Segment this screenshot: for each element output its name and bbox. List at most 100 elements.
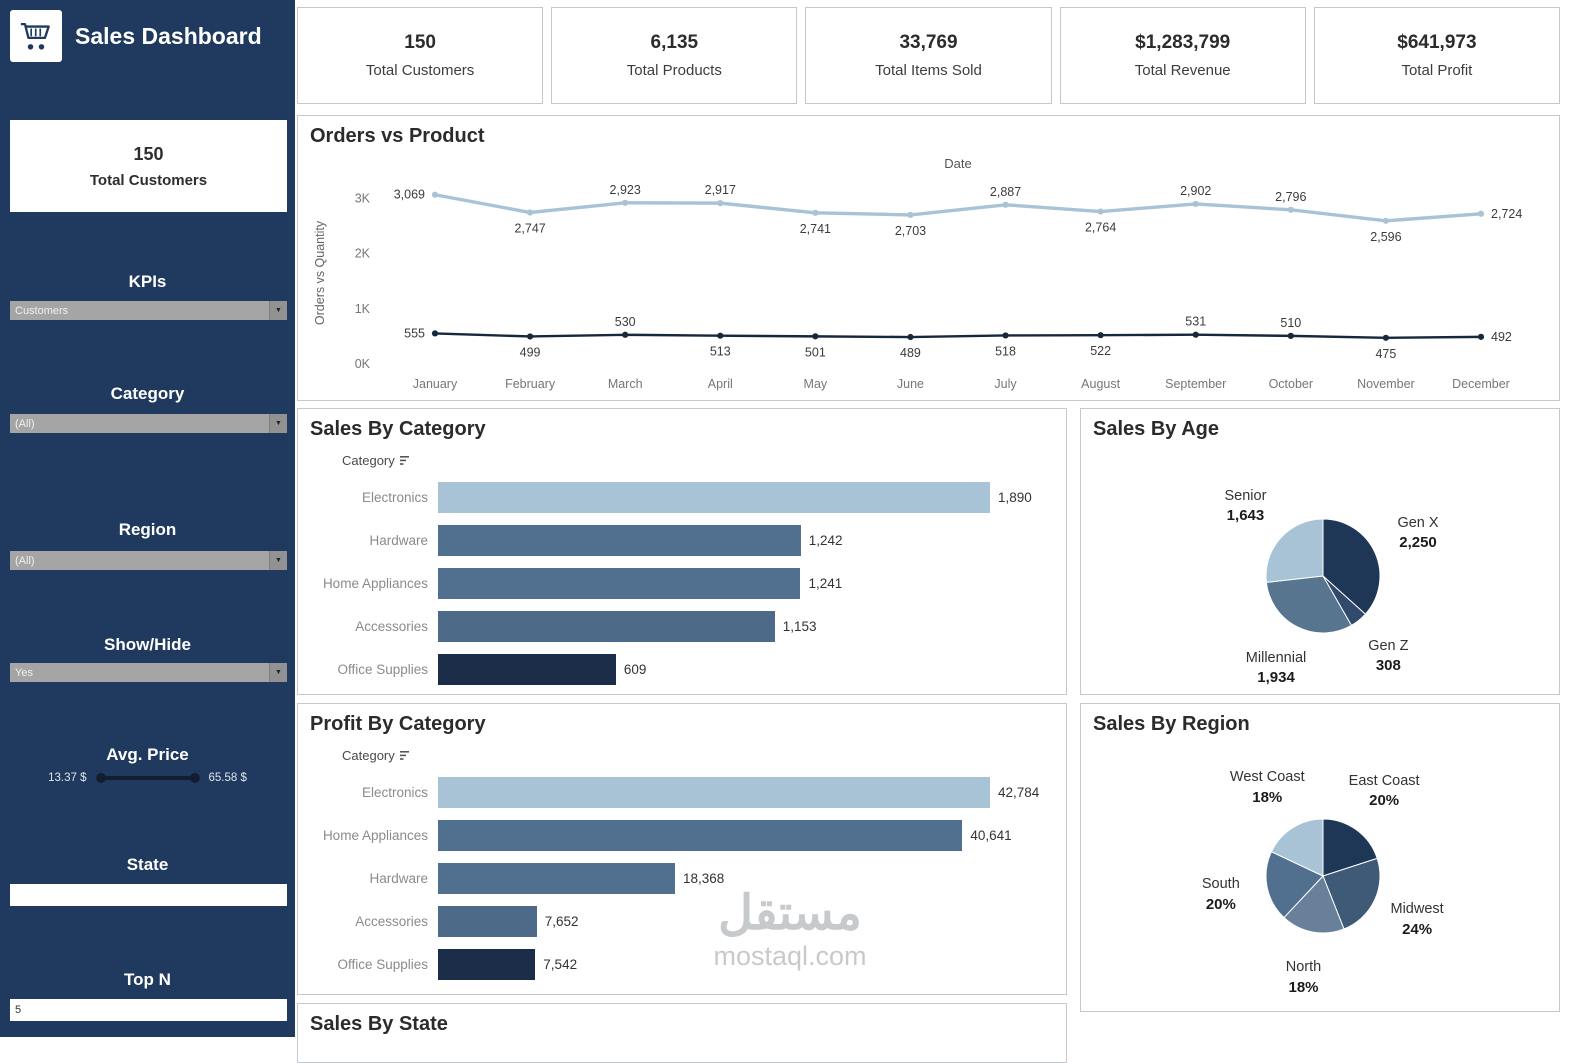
bar[interactable] bbox=[438, 777, 990, 808]
sales-by-category-chart: Electronics 1,890 Hardware 1,242 Home Applia… bbox=[298, 476, 1066, 691]
sort-icon[interactable] bbox=[399, 750, 411, 761]
profit-by-category-panel: Profit By Category Category Electronics 4… bbox=[297, 703, 1067, 995]
region-dropdown[interactable]: (All) ▼ bbox=[10, 551, 287, 570]
chart-text: 2K bbox=[355, 247, 371, 261]
category-heading: Category bbox=[110, 384, 185, 403]
chart-text: 2,741 bbox=[800, 222, 831, 236]
bar[interactable] bbox=[438, 568, 801, 599]
avg-price-heading: Avg. Price bbox=[106, 745, 189, 764]
bar[interactable] bbox=[438, 482, 990, 513]
pie-slice[interactable] bbox=[1322, 818, 1378, 877]
chevron-down-icon[interactable]: ▼ bbox=[269, 551, 287, 570]
pie-slice[interactable] bbox=[1322, 518, 1381, 615]
data-point[interactable] bbox=[1002, 201, 1009, 208]
data-point[interactable] bbox=[1192, 200, 1199, 208]
panel-title: Sales By Category bbox=[310, 418, 486, 440]
pie-label: Gen Z 308 bbox=[1368, 637, 1408, 677]
chart-text: 3K bbox=[355, 192, 371, 206]
data-point[interactable] bbox=[1192, 331, 1199, 338]
slider-min-label: 13.37 $ bbox=[48, 772, 87, 784]
kpi-label: Total Items Sold bbox=[875, 62, 982, 79]
avg-price-slider: 13.37 $ 65.58 $ bbox=[0, 772, 295, 784]
kpis-dropdown[interactable]: Customers ▼ bbox=[10, 301, 287, 320]
pie-slice[interactable] bbox=[1265, 851, 1324, 919]
panel-title: Sales By Region bbox=[1093, 713, 1250, 735]
chart-text: 2,596 bbox=[1370, 230, 1401, 244]
bar-category-label: Home Appliances bbox=[322, 576, 428, 591]
bar[interactable] bbox=[438, 654, 616, 685]
bar-row: Home Appliances 1,241 bbox=[310, 562, 1066, 605]
data-point[interactable] bbox=[1382, 217, 1390, 224]
data-point[interactable] bbox=[431, 191, 439, 198]
bar-row: Accessories 1,153 bbox=[310, 605, 1066, 648]
bar[interactable] bbox=[438, 611, 775, 642]
pie-slice-name: Millennial bbox=[1245, 649, 1307, 666]
data-point[interactable] bbox=[1097, 208, 1104, 215]
data-point[interactable] bbox=[431, 330, 439, 337]
show-hide-dropdown[interactable]: Yes ▼ bbox=[10, 663, 287, 682]
data-point[interactable] bbox=[717, 332, 724, 339]
bar-row: Accessories 7,652 bbox=[310, 900, 1066, 943]
chart-text: 1K bbox=[355, 302, 371, 316]
bar[interactable] bbox=[438, 906, 537, 937]
slider-track[interactable] bbox=[95, 772, 200, 784]
region-heading: Region bbox=[118, 520, 177, 539]
data-point[interactable] bbox=[1382, 334, 1390, 341]
data-point[interactable] bbox=[526, 209, 534, 216]
slider-max-handle[interactable] bbox=[189, 773, 200, 783]
bar[interactable] bbox=[438, 525, 801, 556]
sales-by-age-chart: Gen X 2,250 Gen Z 308 Millennial 1,934 Senior 1… bbox=[1081, 409, 1559, 694]
slider-min-handle[interactable] bbox=[95, 773, 106, 783]
chart-text: December bbox=[1452, 377, 1510, 391]
category-dropdown[interactable]: (All) ▼ bbox=[10, 414, 287, 433]
series-line-quantity bbox=[434, 193, 1482, 223]
pie-slice[interactable] bbox=[1270, 818, 1324, 877]
chart-text: 530 bbox=[615, 315, 636, 329]
data-point[interactable] bbox=[812, 209, 819, 216]
data-point[interactable] bbox=[1477, 210, 1485, 217]
slider-range[interactable] bbox=[99, 776, 196, 780]
bar[interactable] bbox=[438, 949, 536, 980]
data-point[interactable] bbox=[1287, 206, 1294, 213]
pie-slice[interactable] bbox=[1265, 575, 1353, 634]
bar[interactable] bbox=[438, 820, 963, 851]
data-point[interactable] bbox=[1002, 332, 1009, 339]
top-n-input[interactable] bbox=[10, 999, 287, 1021]
data-point[interactable] bbox=[1477, 333, 1485, 340]
sales-by-region-chart: East Coast 20% Midwest 24% North 18% South 20% W… bbox=[1081, 704, 1559, 1011]
data-point[interactable] bbox=[1097, 332, 1104, 339]
summary-label: Total Customers bbox=[89, 171, 208, 189]
sort-icon[interactable] bbox=[399, 455, 411, 466]
pie-slice[interactable] bbox=[1283, 875, 1345, 934]
chevron-down-icon[interactable]: ▼ bbox=[269, 663, 287, 682]
chart-text: May bbox=[804, 377, 828, 391]
kpi-card-total-items-sold: 33,769 Total Items Sold bbox=[805, 7, 1052, 104]
bar[interactable] bbox=[438, 863, 675, 894]
kpi-label: Total Profit bbox=[1401, 62, 1473, 79]
chart-text: August bbox=[1081, 377, 1120, 391]
bar-row: Home Appliances 40,641 bbox=[310, 814, 1066, 857]
bar-row: Office Supplies 7,542 bbox=[310, 943, 1066, 986]
bar-category-label: Accessories bbox=[355, 619, 428, 634]
bar-category-label: Home Appliances bbox=[322, 828, 428, 843]
chart-text: 475 bbox=[1375, 347, 1396, 361]
bar-value-label: 7,542 bbox=[543, 957, 578, 972]
data-point[interactable] bbox=[812, 333, 819, 340]
line-chart-svg: Date Orders vs Quantity 0K 1K 2K 3K January Feb… bbox=[313, 156, 1522, 391]
data-point[interactable] bbox=[622, 331, 629, 338]
state-input[interactable] bbox=[10, 884, 287, 906]
chevron-down-icon[interactable]: ▼ bbox=[269, 414, 287, 433]
data-point[interactable] bbox=[1287, 332, 1294, 339]
chart-text: October bbox=[1269, 377, 1313, 391]
logo-row: Sales Dashboard bbox=[10, 10, 262, 62]
data-point[interactable] bbox=[526, 333, 534, 340]
chevron-down-icon[interactable]: ▼ bbox=[269, 301, 287, 320]
data-point[interactable] bbox=[622, 199, 629, 206]
data-point[interactable] bbox=[907, 211, 914, 219]
sales-by-region-panel: Sales By Region East Coast 20% Midwest 24% N… bbox=[1080, 703, 1560, 1012]
pie-slice[interactable] bbox=[1265, 518, 1324, 583]
chart-text: November bbox=[1357, 377, 1415, 391]
data-point[interactable] bbox=[717, 200, 724, 207]
data-point[interactable] bbox=[907, 333, 914, 341]
bar-value-label: 7,652 bbox=[544, 914, 579, 929]
